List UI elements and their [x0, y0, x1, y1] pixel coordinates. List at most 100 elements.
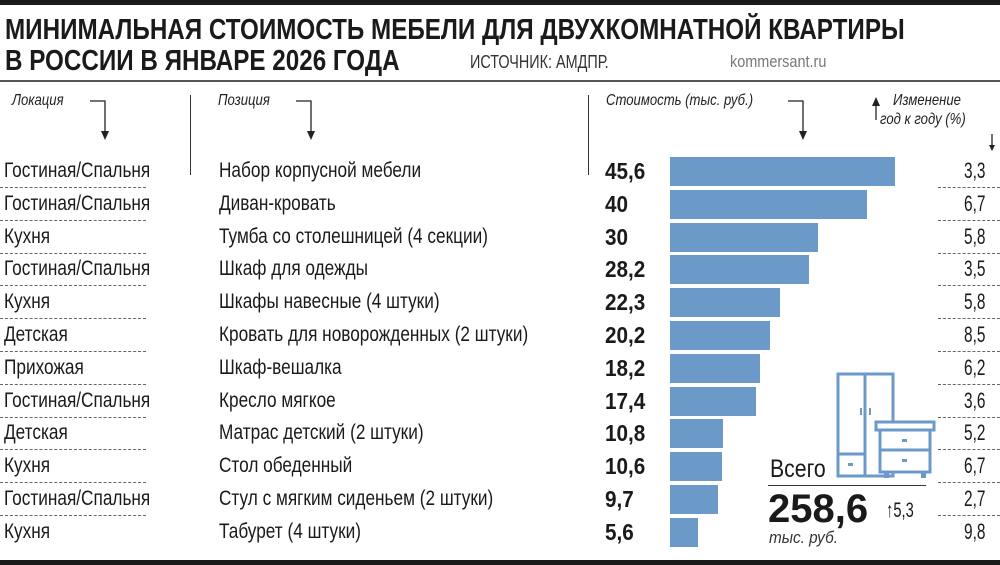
row-location: Гостиная/Спальня: [4, 257, 151, 281]
row-value-label: 5,6: [605, 518, 634, 545]
row-separator: [0, 515, 146, 516]
row-separator: [0, 285, 146, 287]
row-value-label: 18,2: [605, 354, 646, 381]
row-position: Табурет (4 штуки): [219, 519, 361, 543]
table-row: Детская Матрас детский (2 штуки) 10,8 5,2: [0, 417, 1000, 451]
row-yoy-change: 9,8: [964, 518, 986, 544]
row-separator: [938, 482, 1000, 484]
total-rule: [768, 485, 926, 486]
table-row: Кухня Табурет (4 штуки) 5,6 9,8: [0, 516, 1000, 549]
bar: [670, 419, 724, 449]
row-location: Гостиная/Спальня: [4, 159, 151, 182]
header-arrows: [90, 97, 995, 151]
arrow-cost: [788, 100, 804, 132]
row-separator: [0, 318, 146, 320]
row-separator: [938, 449, 1000, 451]
row-separator: [938, 285, 1000, 287]
row-position: Диван-кровать: [219, 191, 336, 215]
bar: [670, 321, 770, 350]
table-row: Гостиная/Спальня Кресло мягкое 17,4 3,6: [0, 385, 1000, 418]
row-location: Кухня: [4, 290, 51, 314]
table-row: Кухня Тумба со столешницей (4 секции) 30 5,…: [0, 221, 1000, 254]
row-yoy-change: 3,3: [964, 158, 986, 183]
row-separator: [0, 187, 146, 188]
row-separator: [0, 252, 146, 254]
bar: [670, 288, 780, 318]
row-yoy-change: 5,8: [964, 289, 986, 315]
row-yoy-change: 5,8: [964, 223, 986, 249]
row-position: Стул с мягким сиденьем (2 штуки): [219, 487, 494, 510]
header-location: Локация: [12, 92, 64, 109]
row-separator: [938, 351, 1000, 352]
row-position: Шкаф для одежды: [219, 257, 369, 281]
row-separator: [0, 351, 146, 352]
table-row: Кухня Шкафы навесные (4 штуки) 22,3 5,8: [0, 286, 1000, 320]
row-location: Гостиная/Спальня: [4, 191, 151, 215]
column-divider-2: [588, 95, 589, 175]
column-divider-1: [190, 95, 191, 175]
row-location: Гостиная/Спальня: [4, 388, 151, 412]
row-position: Стол обеденный: [219, 454, 353, 478]
row-position: Кресло мягкое: [219, 388, 336, 412]
row-yoy-change: 3,5: [964, 256, 986, 282]
row-yoy-change: 6,7: [964, 190, 986, 216]
row-separator: [0, 449, 146, 451]
row-value-label: 17,4: [605, 387, 646, 414]
row-separator: [0, 416, 146, 418]
row-value-label: 30: [605, 223, 629, 250]
header-cost: Стоимость (тыс. руб.): [606, 92, 754, 109]
row-separator: [938, 318, 1000, 320]
row-yoy-change: 2,7: [964, 486, 986, 511]
arrow-location: [90, 100, 106, 132]
row-separator: [0, 219, 146, 221]
table-row: Гостиная/Спальня Шкаф для одежды 28,2 3,5: [0, 253, 1000, 287]
bar: [670, 189, 868, 219]
row-location: Кухня: [4, 224, 51, 248]
row-location: Гостиная/Спальня: [4, 487, 151, 510]
row-separator: [938, 187, 1000, 188]
table-row: Прихожая Шкаф-вешалка 18,2 6,2: [0, 352, 1000, 385]
row-yoy-change: 8,5: [964, 322, 986, 347]
arrow-position: [296, 100, 312, 132]
table-row: Детская Кровать для новорожденных (2 штук…: [0, 319, 1000, 352]
row-location: Кухня: [4, 454, 51, 478]
arrow-up-icon: ↑: [886, 499, 894, 522]
row-separator: [938, 515, 1000, 516]
chart-title-line2: В РОССИИ В ЯНВАРЕ 2026 ГОДА: [5, 45, 400, 77]
row-position: Тумба со столешницей (4 секции): [219, 224, 488, 248]
row-value-label: 20,2: [605, 322, 646, 348]
row-yoy-change: 6,7: [964, 453, 986, 479]
row-yoy-change: 5,2: [964, 420, 986, 446]
bar: [670, 255, 810, 285]
chart-title-line1: МИНИМАЛЬНАЯ СТОИМОСТЬ МЕБЕЛИ ДЛЯ ДВУХКОМ…: [5, 14, 905, 46]
header-rule: [0, 80, 1000, 82]
row-yoy-change: 6,2: [964, 354, 986, 380]
row-value-label: 22,3: [605, 289, 646, 316]
table-row: Гостиная/Спальня Стул с мягким сиденьем (…: [0, 483, 1000, 516]
row-position: Шкафы навесные (4 штуки): [219, 290, 440, 314]
source-note: ИСТОЧНИК: АМДПР.: [470, 52, 609, 72]
row-location: Кухня: [4, 519, 51, 543]
row-value-label: 9,7: [605, 486, 634, 512]
row-value-label: 10,8: [605, 420, 646, 447]
bar: [670, 353, 760, 383]
bar: [670, 517, 698, 547]
row-separator: [0, 482, 146, 484]
row-position: Матрас детский (2 штуки): [219, 421, 424, 445]
row-value-label: 28,2: [605, 256, 646, 283]
bar: [670, 386, 756, 416]
row-value-label: 40: [605, 190, 629, 217]
row-location: Детская: [4, 421, 68, 445]
row-separator: [938, 383, 1000, 385]
row-location: Прихожая: [4, 355, 84, 379]
table-row: Гостиная/Спальня Набор корпусной мебели 45…: [0, 155, 1000, 188]
header-change-2: год к году (%): [880, 111, 966, 128]
row-position: Набор корпусной мебели: [219, 159, 422, 182]
row-separator: [938, 252, 1000, 254]
wardrobe-and-nightstand-icon: [836, 372, 936, 478]
site-credit: kommersant.ru: [730, 52, 827, 71]
total-value: 258,6: [768, 487, 869, 531]
bottom-rule: [0, 560, 1000, 565]
row-value-label: 10,6: [605, 453, 646, 480]
header-change-1: Изменение: [893, 92, 961, 109]
